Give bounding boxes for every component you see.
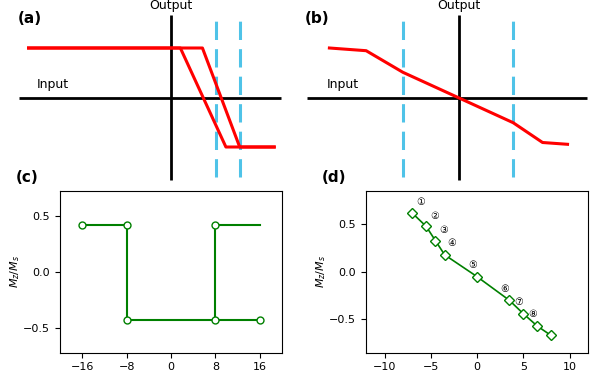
Text: ②: ② xyxy=(430,211,439,220)
Text: (b): (b) xyxy=(304,11,329,26)
Y-axis label: $M_z/M_s$: $M_z/M_s$ xyxy=(314,255,328,288)
Text: (c): (c) xyxy=(16,170,38,185)
Text: ⑥: ⑥ xyxy=(500,284,509,294)
Text: Input: Input xyxy=(37,78,69,91)
Text: ③: ③ xyxy=(439,225,448,235)
Text: ⑧: ⑧ xyxy=(528,309,537,319)
Text: ⑦: ⑦ xyxy=(514,297,523,307)
Text: (d): (d) xyxy=(322,170,346,185)
Y-axis label: $M_z/M_s$: $M_z/M_s$ xyxy=(8,255,22,288)
Text: Input: Input xyxy=(326,78,359,91)
Text: Output: Output xyxy=(437,0,481,12)
Text: ④: ④ xyxy=(448,238,457,248)
Text: ⑤: ⑤ xyxy=(468,260,477,270)
Text: Output: Output xyxy=(149,0,193,12)
Text: ①: ① xyxy=(416,197,425,207)
Text: (a): (a) xyxy=(17,11,41,26)
